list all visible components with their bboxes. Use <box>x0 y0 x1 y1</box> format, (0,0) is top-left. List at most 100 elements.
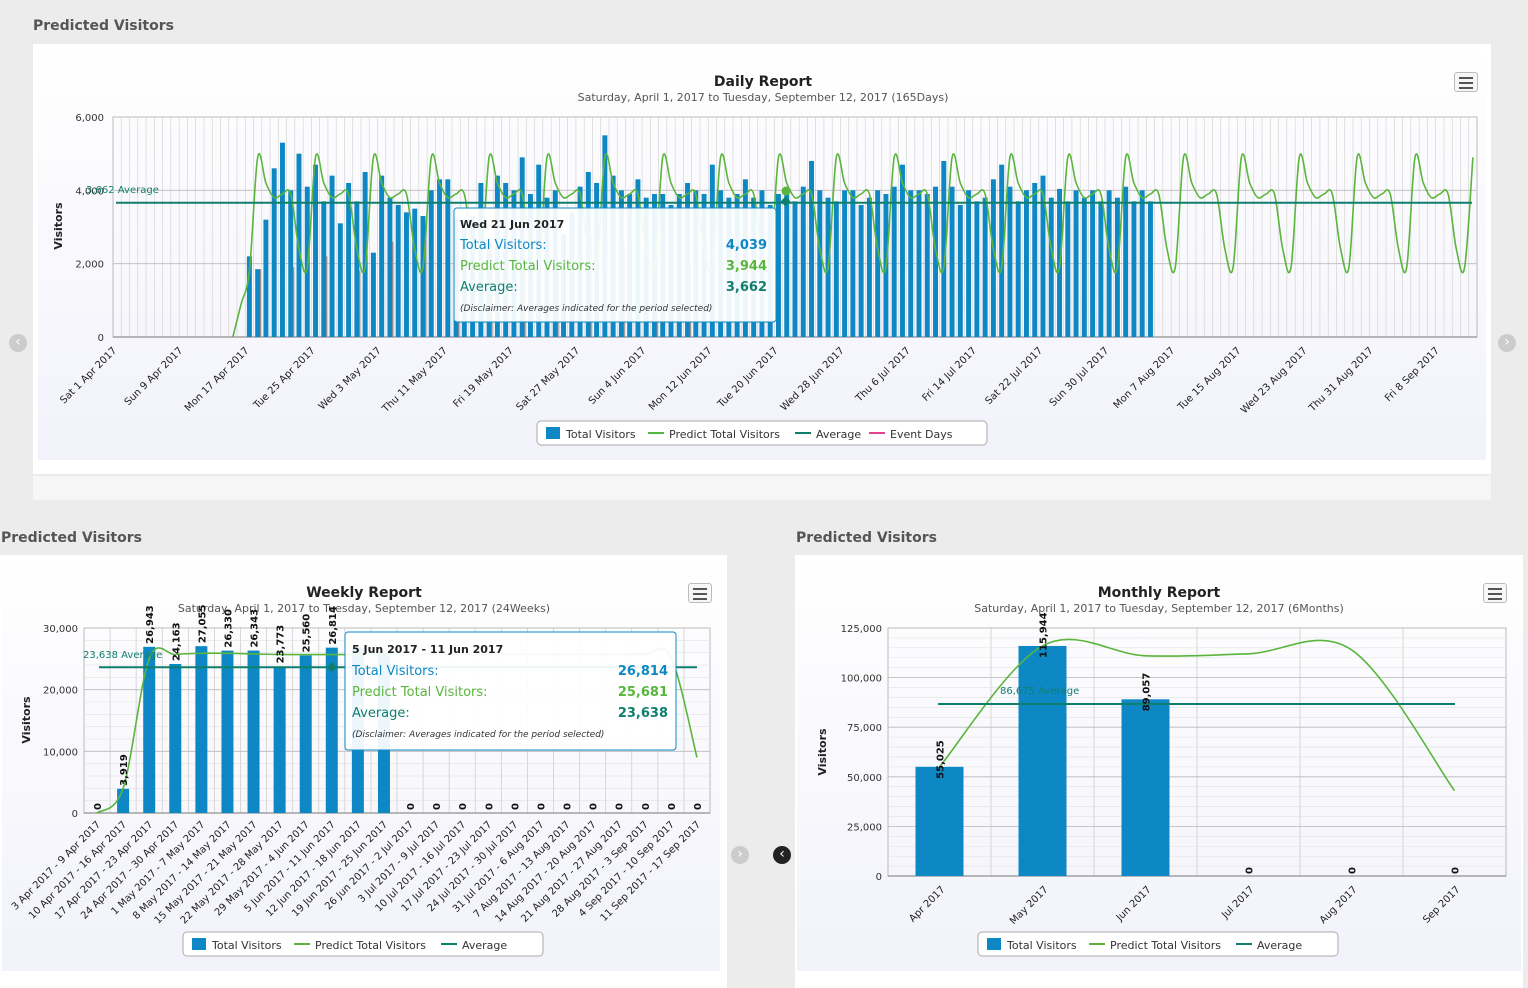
weekly-data-label: 3,919 <box>119 754 130 786</box>
daily-bar <box>924 194 930 337</box>
daily-bar <box>255 269 261 337</box>
daily-event-bar <box>392 241 394 337</box>
daily-x-tick-label: Sun 30 Jul 2017 <box>1048 345 1112 409</box>
daily-bar <box>379 175 385 337</box>
weekly-tooltip-predict-label: Predict Total Visitors: <box>352 685 488 700</box>
weekly-data-label: 0 <box>93 803 104 810</box>
daily-event-bar <box>325 256 328 337</box>
daily-bar <box>321 201 327 337</box>
weekly-data-label: 0 <box>563 803 574 810</box>
monthly-y-tick-label: 50,000 <box>847 773 882 784</box>
daily-bar <box>1007 186 1013 337</box>
daily-tooltip-header: Wed 21 Jun 2017 <box>460 218 564 231</box>
weekly-data-label: 0 <box>484 803 495 810</box>
weekly-tooltip-predict-value: 25,681 <box>618 685 668 700</box>
monthly-bar <box>1018 645 1067 876</box>
weekly-average-label: 23,638 Average <box>83 650 162 661</box>
monthly-data-label: 89,057 <box>1142 673 1153 712</box>
daily-next-arrow[interactable]: › <box>1498 334 1516 352</box>
daily-bar <box>817 190 823 337</box>
daily-bar <box>875 190 881 337</box>
monthly-chart-subtitle: Saturday, April 1, 2017 to Tuesday, Sept… <box>974 602 1344 615</box>
monthly-x-tick-label: Apr 2017 <box>907 884 947 924</box>
weekly-chart-title: Weekly Report <box>306 585 422 601</box>
daily-bar <box>850 190 856 337</box>
weekly-bar <box>247 650 260 813</box>
daily-legend: Total Visitors Predict Total Visitors Av… <box>536 420 988 446</box>
daily-legend-average[interactable]: Average <box>816 428 861 441</box>
daily-bar <box>1090 190 1096 337</box>
daily-bar <box>246 256 252 337</box>
daily-bar <box>1131 201 1137 337</box>
daily-bar <box>1123 186 1129 337</box>
daily-bar <box>354 201 360 337</box>
weekly-data-label: 27,055 <box>197 605 208 644</box>
weekly-data-label: 26,814 <box>328 606 339 645</box>
daily-y-axis-label: Visitors <box>52 202 65 250</box>
daily-legend-total[interactable]: Total Visitors <box>565 428 636 441</box>
weekly-bar <box>273 666 286 813</box>
daily-bar <box>966 190 972 337</box>
monthly-data-label: 0 <box>1451 867 1462 874</box>
monthly-chart: Monthly Report Saturday, April 1, 2017 t… <box>816 585 1507 957</box>
weekly-bar <box>195 646 208 813</box>
monthly-legend-average[interactable]: Average <box>1257 939 1302 952</box>
daily-x-tick-label: Sat 27 May 2017 <box>514 345 582 413</box>
weekly-y-tick-label: 0 <box>72 809 78 820</box>
weekly-data-label: 26,343 <box>250 609 261 648</box>
daily-section-title: Predicted Visitors <box>33 18 174 34</box>
daily-x-tick-label: Sat 1 Apr 2017 <box>58 345 119 406</box>
monthly-data-label: 55,025 <box>936 740 947 779</box>
weekly-y-tick-label: 30,000 <box>43 624 78 635</box>
monthly-legend-total[interactable]: Total Visitors <box>1006 939 1077 952</box>
daily-legend-predict[interactable]: Predict Total Visitors <box>669 428 780 441</box>
weekly-y-tick-label: 10,000 <box>43 747 78 758</box>
monthly-x-tick-label: Aug 2017 <box>1318 884 1360 926</box>
daily-legend-event[interactable]: Event Days <box>890 428 953 441</box>
daily-x-tick-label: Wed 23 Aug 2017 <box>1239 345 1310 416</box>
daily-event-bar <box>292 267 295 337</box>
monthly-y-tick-label: 125,000 <box>841 624 882 635</box>
monthly-prev-arrow[interactable]: ‹ <box>773 846 791 864</box>
daily-bar <box>1065 201 1071 337</box>
daily-bar <box>1106 190 1112 337</box>
weekly-bar <box>143 646 156 813</box>
monthly-y-tick-label: 100,000 <box>841 674 882 685</box>
monthly-x-tick-label: May 2017 <box>1008 884 1051 927</box>
weekly-legend-total[interactable]: Total Visitors <box>211 939 282 952</box>
daily-x-tick-label: Fri 19 May 2017 <box>451 345 516 410</box>
daily-bar <box>899 164 905 337</box>
monthly-legend-predict[interactable]: Predict Total Visitors <box>1110 939 1221 952</box>
weekly-legend-average[interactable]: Average <box>462 939 507 952</box>
daily-chart-subtitle: Saturday, April 1, 2017 to Tuesday, Sept… <box>578 91 949 104</box>
daily-bar <box>279 142 285 337</box>
weekly-y-axis-label: Visitors <box>20 696 33 744</box>
daily-tooltip-total-value: 4,039 <box>726 238 767 253</box>
weekly-bar <box>325 647 338 813</box>
monthly-chart-menu-button[interactable] <box>1483 583 1507 603</box>
weekly-bar <box>117 788 130 813</box>
daily-bar <box>362 172 368 337</box>
weekly-next-arrow[interactable]: › <box>731 846 749 864</box>
daily-x-tick-label: Thu 6 Jul 2017 <box>853 345 913 405</box>
daily-chart-menu-button[interactable] <box>1454 72 1478 92</box>
daily-tooltip: Wed 21 Jun 2017 Total Visitors: 4,039 Pr… <box>453 207 777 323</box>
daily-bar <box>1147 201 1153 337</box>
weekly-data-label: 26,330 <box>223 609 234 648</box>
daily-bar <box>916 190 922 337</box>
monthly-y-tick-label: 25,000 <box>847 822 882 833</box>
daily-x-tick-label: Thu 11 May 2017 <box>380 345 450 415</box>
weekly-chart-menu-button[interactable] <box>688 583 712 603</box>
daily-average-label: 3,662 Average <box>86 185 159 196</box>
daily-x-tick-label: Sat 22 Jul 2017 <box>983 345 1045 407</box>
monthly-predict-line <box>938 638 1456 792</box>
monthly-x-tick-label: Sep 2017 <box>1421 884 1462 925</box>
daily-bar <box>1023 190 1029 337</box>
daily-prev-arrow[interactable]: ‹ <box>9 334 27 352</box>
daily-bar <box>842 190 848 337</box>
daily-bar <box>800 186 806 337</box>
daily-x-tick-label: Mon 12 Jun 2017 <box>647 345 714 412</box>
monthly-data-label: 115,944 <box>1039 612 1050 658</box>
daily-bar <box>437 179 443 337</box>
weekly-legend-predict[interactable]: Predict Total Visitors <box>315 939 426 952</box>
